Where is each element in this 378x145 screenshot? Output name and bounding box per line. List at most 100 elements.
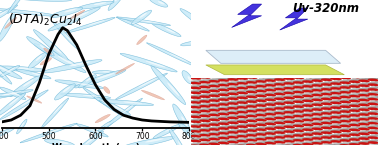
Ellipse shape bbox=[231, 90, 235, 91]
Ellipse shape bbox=[256, 114, 267, 117]
Ellipse shape bbox=[268, 115, 273, 117]
Ellipse shape bbox=[358, 84, 370, 87]
Ellipse shape bbox=[362, 87, 366, 88]
Ellipse shape bbox=[349, 114, 360, 117]
Polygon shape bbox=[191, 110, 378, 131]
Ellipse shape bbox=[123, 102, 143, 104]
Ellipse shape bbox=[8, 0, 72, 1]
Ellipse shape bbox=[321, 103, 332, 105]
Ellipse shape bbox=[334, 143, 338, 144]
Ellipse shape bbox=[315, 116, 319, 117]
Ellipse shape bbox=[302, 76, 313, 78]
Ellipse shape bbox=[324, 144, 328, 145]
Ellipse shape bbox=[343, 84, 347, 85]
Ellipse shape bbox=[190, 125, 201, 128]
Ellipse shape bbox=[79, 75, 96, 88]
Ellipse shape bbox=[194, 133, 198, 134]
Ellipse shape bbox=[306, 112, 310, 113]
Ellipse shape bbox=[353, 122, 357, 123]
Ellipse shape bbox=[274, 141, 285, 144]
Polygon shape bbox=[191, 96, 378, 117]
Ellipse shape bbox=[358, 133, 370, 135]
Ellipse shape bbox=[194, 142, 198, 143]
Ellipse shape bbox=[0, 90, 33, 101]
Ellipse shape bbox=[293, 144, 304, 145]
Ellipse shape bbox=[15, 68, 35, 69]
Ellipse shape bbox=[371, 76, 375, 77]
Ellipse shape bbox=[237, 121, 248, 123]
Ellipse shape bbox=[231, 95, 235, 96]
Ellipse shape bbox=[362, 130, 366, 131]
Ellipse shape bbox=[209, 75, 220, 78]
Ellipse shape bbox=[324, 95, 328, 97]
Ellipse shape bbox=[117, 17, 149, 31]
Ellipse shape bbox=[178, 123, 198, 141]
Ellipse shape bbox=[349, 124, 360, 127]
Ellipse shape bbox=[324, 119, 328, 121]
Ellipse shape bbox=[140, 13, 147, 18]
Ellipse shape bbox=[259, 78, 263, 79]
Ellipse shape bbox=[212, 131, 216, 132]
Ellipse shape bbox=[278, 115, 282, 116]
Ellipse shape bbox=[151, 66, 186, 105]
Ellipse shape bbox=[199, 134, 211, 137]
Ellipse shape bbox=[8, 0, 30, 14]
Ellipse shape bbox=[330, 102, 342, 104]
Ellipse shape bbox=[227, 136, 239, 139]
Ellipse shape bbox=[23, 11, 44, 14]
Ellipse shape bbox=[231, 124, 235, 125]
Ellipse shape bbox=[209, 85, 220, 88]
Ellipse shape bbox=[353, 73, 357, 75]
Ellipse shape bbox=[12, 92, 21, 96]
Ellipse shape bbox=[274, 78, 285, 81]
Ellipse shape bbox=[265, 132, 276, 135]
Ellipse shape bbox=[0, 53, 12, 84]
Ellipse shape bbox=[231, 129, 235, 130]
Ellipse shape bbox=[167, 83, 179, 96]
Ellipse shape bbox=[321, 132, 332, 134]
Ellipse shape bbox=[5, 19, 11, 29]
Ellipse shape bbox=[334, 99, 338, 100]
Ellipse shape bbox=[259, 131, 263, 132]
Ellipse shape bbox=[302, 90, 313, 93]
Ellipse shape bbox=[240, 89, 245, 90]
Ellipse shape bbox=[302, 100, 313, 102]
Ellipse shape bbox=[311, 137, 323, 140]
Ellipse shape bbox=[265, 94, 276, 96]
Polygon shape bbox=[280, 8, 308, 30]
Ellipse shape bbox=[311, 108, 323, 111]
Ellipse shape bbox=[321, 112, 332, 115]
Ellipse shape bbox=[343, 142, 347, 143]
Ellipse shape bbox=[222, 77, 226, 78]
Ellipse shape bbox=[0, 132, 4, 138]
Ellipse shape bbox=[287, 138, 291, 139]
Ellipse shape bbox=[343, 108, 347, 109]
Ellipse shape bbox=[203, 127, 207, 128]
Ellipse shape bbox=[203, 132, 207, 133]
Ellipse shape bbox=[302, 138, 313, 141]
Ellipse shape bbox=[371, 124, 375, 126]
Ellipse shape bbox=[170, 53, 188, 62]
Ellipse shape bbox=[259, 136, 263, 137]
Ellipse shape bbox=[240, 133, 245, 134]
Ellipse shape bbox=[287, 123, 291, 124]
Ellipse shape bbox=[278, 105, 282, 106]
Ellipse shape bbox=[209, 99, 220, 102]
Ellipse shape bbox=[69, 62, 90, 66]
Ellipse shape bbox=[45, 139, 74, 145]
Ellipse shape bbox=[209, 128, 220, 131]
Ellipse shape bbox=[358, 75, 370, 77]
Ellipse shape bbox=[343, 103, 347, 104]
Ellipse shape bbox=[83, 88, 123, 116]
Ellipse shape bbox=[237, 97, 248, 99]
Ellipse shape bbox=[302, 133, 313, 136]
Ellipse shape bbox=[231, 134, 235, 135]
Ellipse shape bbox=[246, 100, 257, 103]
Ellipse shape bbox=[39, 45, 49, 51]
Ellipse shape bbox=[371, 120, 375, 121]
Ellipse shape bbox=[343, 132, 347, 133]
Ellipse shape bbox=[42, 60, 102, 73]
Ellipse shape bbox=[265, 74, 276, 77]
Ellipse shape bbox=[339, 110, 351, 113]
Ellipse shape bbox=[324, 115, 328, 116]
